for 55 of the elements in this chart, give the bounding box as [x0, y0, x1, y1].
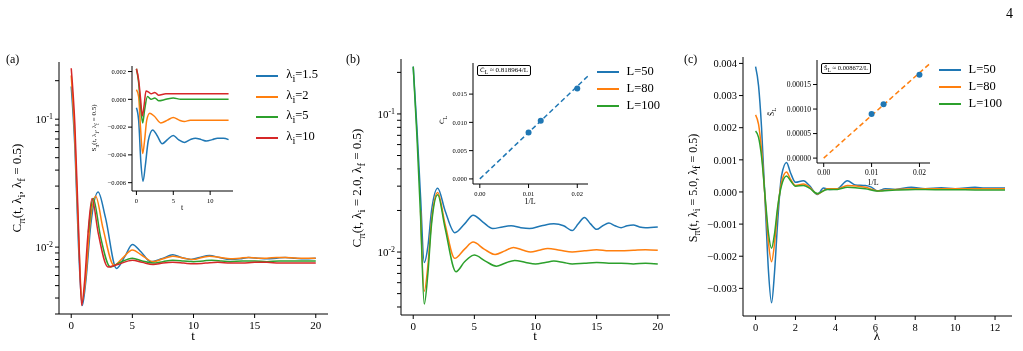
legend-label: L=80 — [968, 78, 996, 95]
legend-label: λ$_{i}$=10 — [286, 127, 315, 147]
point — [916, 71, 923, 78]
y-tick-label: −0.003 — [707, 283, 737, 295]
point — [574, 85, 581, 92]
y-tick-label: 0.002 — [713, 122, 737, 134]
y-tick-label: 0.000 — [713, 186, 737, 198]
chart-title: (a) — [6, 52, 20, 67]
y-tick-label: 0.001 — [713, 154, 737, 166]
y-tick-label: −0.002 — [707, 250, 737, 262]
x-tick-label: 4 — [832, 321, 839, 333]
x-tick-label: 2 — [792, 321, 799, 333]
x-tick-label: 0 — [410, 320, 417, 333]
line-series — [135, 88, 230, 155]
y-tick-label: −0.001 — [707, 218, 737, 230]
legend-label: λ$_{i}$=5 — [286, 107, 309, 127]
x-tick-label: 0 — [68, 319, 75, 332]
legend-label: L=50 — [968, 61, 996, 78]
y-tick-label: 10$^{-1}$ — [35, 111, 54, 126]
x-tick-label: 5 — [129, 319, 136, 332]
legend-label: L=100 — [968, 95, 1002, 112]
x-axis-title: 1/L — [867, 177, 879, 187]
x-tick-label: 12 — [989, 321, 1001, 333]
legend-label: λ$_{i}$=2 — [286, 86, 309, 106]
x-axis-title: t — [180, 202, 184, 212]
line-series — [412, 65, 659, 305]
x-tick-label: 10 — [530, 320, 542, 333]
x-tick-label: 15 — [591, 320, 603, 333]
y-tick-label: 10$^{-2}$ — [377, 244, 396, 258]
line-series — [135, 106, 230, 183]
x-tick-label: 20 — [652, 320, 664, 333]
point — [525, 129, 532, 136]
y-tick-label: 10$^{-1}$ — [377, 106, 396, 120]
y-tick-label: 10$^{-2}$ — [35, 239, 54, 253]
legend-label: L=100 — [626, 97, 660, 114]
chart-title: (c) — [684, 52, 698, 67]
line-series — [87, 197, 317, 268]
y-tick-label: 0.004 — [713, 58, 738, 70]
x-tick-label: 5 — [471, 320, 478, 333]
point — [537, 117, 544, 124]
legend-label: L=80 — [626, 80, 654, 97]
x-tick-label: 8 — [912, 321, 918, 333]
x-tick-label: 10 — [949, 321, 961, 333]
x-tick-label: 20 — [310, 319, 322, 332]
point — [868, 110, 875, 117]
x-tick-label: 15 — [249, 319, 261, 332]
x-axis-title: 1/L — [524, 196, 536, 206]
y-tick-label: 0.003 — [713, 90, 737, 102]
x-tick-label: 0 — [752, 321, 759, 333]
chart-title: (b) — [346, 52, 360, 67]
line-series — [754, 130, 1006, 249]
legend-label: L=50 — [626, 63, 654, 80]
legend-label: λ$_{i}$=1.5 — [286, 66, 318, 86]
text: 4 — [1006, 6, 1013, 22]
point — [880, 101, 887, 108]
